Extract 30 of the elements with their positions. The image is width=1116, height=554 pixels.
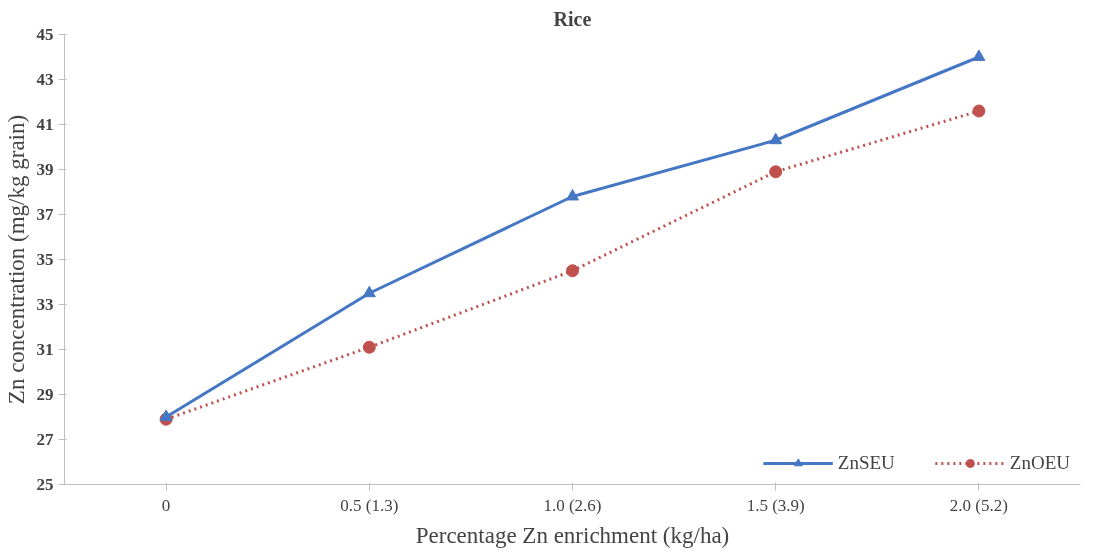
point: [362, 285, 376, 298]
x-tick-label: 0: [161, 495, 171, 515]
point: [159, 409, 173, 421]
chart-title: Rice: [553, 7, 592, 30]
legend-label: ZnOEU: [1009, 452, 1070, 474]
y-tick-label: 25: [36, 475, 54, 494]
point: [566, 264, 579, 278]
x-axis-title: Percentage Zn enrichment (kg/ha): [415, 522, 730, 548]
y-tick-label: 41: [36, 115, 54, 134]
x-tick-label: 2.0 (5.2): [949, 495, 1008, 515]
x-tick-label: 0.5 (1.3): [340, 495, 399, 515]
y-tick-label: 31: [36, 340, 54, 359]
point: [769, 165, 783, 179]
x-tick-label: 1.0 (2.6): [543, 495, 602, 515]
point: [972, 104, 986, 118]
y-tick-label: 39: [36, 160, 54, 179]
y-axis-title: Zn concentration (mg/kg grain): [3, 114, 29, 405]
point: [362, 340, 376, 354]
legend-label: ZnSEU: [837, 452, 895, 474]
y-tick-label: 33: [36, 295, 54, 314]
y-tick-label: 45: [36, 25, 54, 44]
y-tick-label: 43: [36, 70, 54, 89]
point: [972, 49, 986, 61]
y-tick-label: 35: [36, 250, 54, 269]
y-tick-label: 27: [36, 430, 54, 449]
y-tick-label: 37: [36, 205, 54, 224]
point: [769, 132, 783, 145]
point: [566, 189, 579, 201]
x-tick-label: 1.5 (3.9): [746, 495, 805, 515]
y-tick-label: 29: [36, 385, 54, 404]
